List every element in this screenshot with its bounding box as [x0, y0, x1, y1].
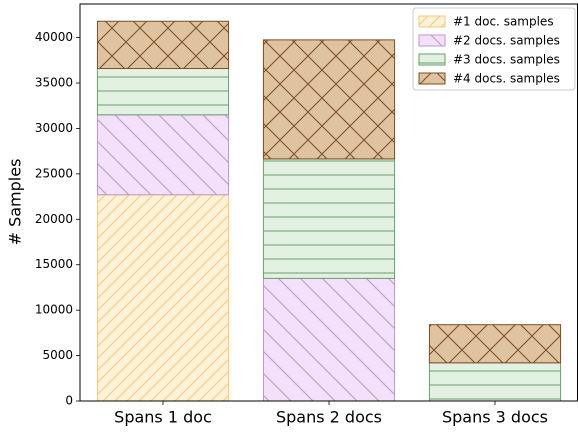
legend-swatch [418, 53, 446, 66]
bar-segment [428, 362, 562, 402]
bar-segment [262, 39, 396, 160]
legend-frame [412, 7, 576, 91]
y-tick-label: 30000 [35, 121, 73, 135]
legend-label: #2 docs. samples [453, 34, 560, 48]
legend-label: #3 docs. samples [453, 53, 560, 67]
bar-segment [96, 20, 230, 70]
y-tick-label: 0 [65, 394, 73, 408]
x-tick-label: Spans 3 docs [442, 408, 548, 427]
y-tick-label: 5000 [42, 348, 73, 362]
legend: #1 doc. samples #2 docs. samples #3 docs. … [412, 7, 576, 91]
y-tick-label: 15000 [35, 257, 73, 271]
legend-swatch [418, 15, 446, 28]
bar-segment [96, 194, 230, 402]
bar-segment [96, 114, 230, 196]
legend-label: #1 doc. samples [453, 15, 554, 29]
y-tick-label: 40000 [35, 30, 73, 44]
y-tick-label: 20000 [35, 212, 73, 226]
legend-swatch [418, 72, 446, 85]
x-tick-label: Spans 1 doc [114, 408, 212, 427]
legend-swatch [418, 34, 446, 47]
bar-segment [96, 68, 230, 116]
bar-segment [262, 277, 396, 402]
y-tick-label: 10000 [35, 303, 73, 317]
y-tick-label: 35000 [35, 76, 73, 90]
bar-segment [262, 158, 396, 279]
bar-segment [428, 324, 562, 364]
x-tick-label: Spans 2 docs [276, 408, 382, 427]
y-axis-label: # Samples [6, 159, 25, 246]
y-tick-label: 25000 [35, 166, 73, 180]
legend-label: #4 docs. samples [453, 72, 560, 86]
